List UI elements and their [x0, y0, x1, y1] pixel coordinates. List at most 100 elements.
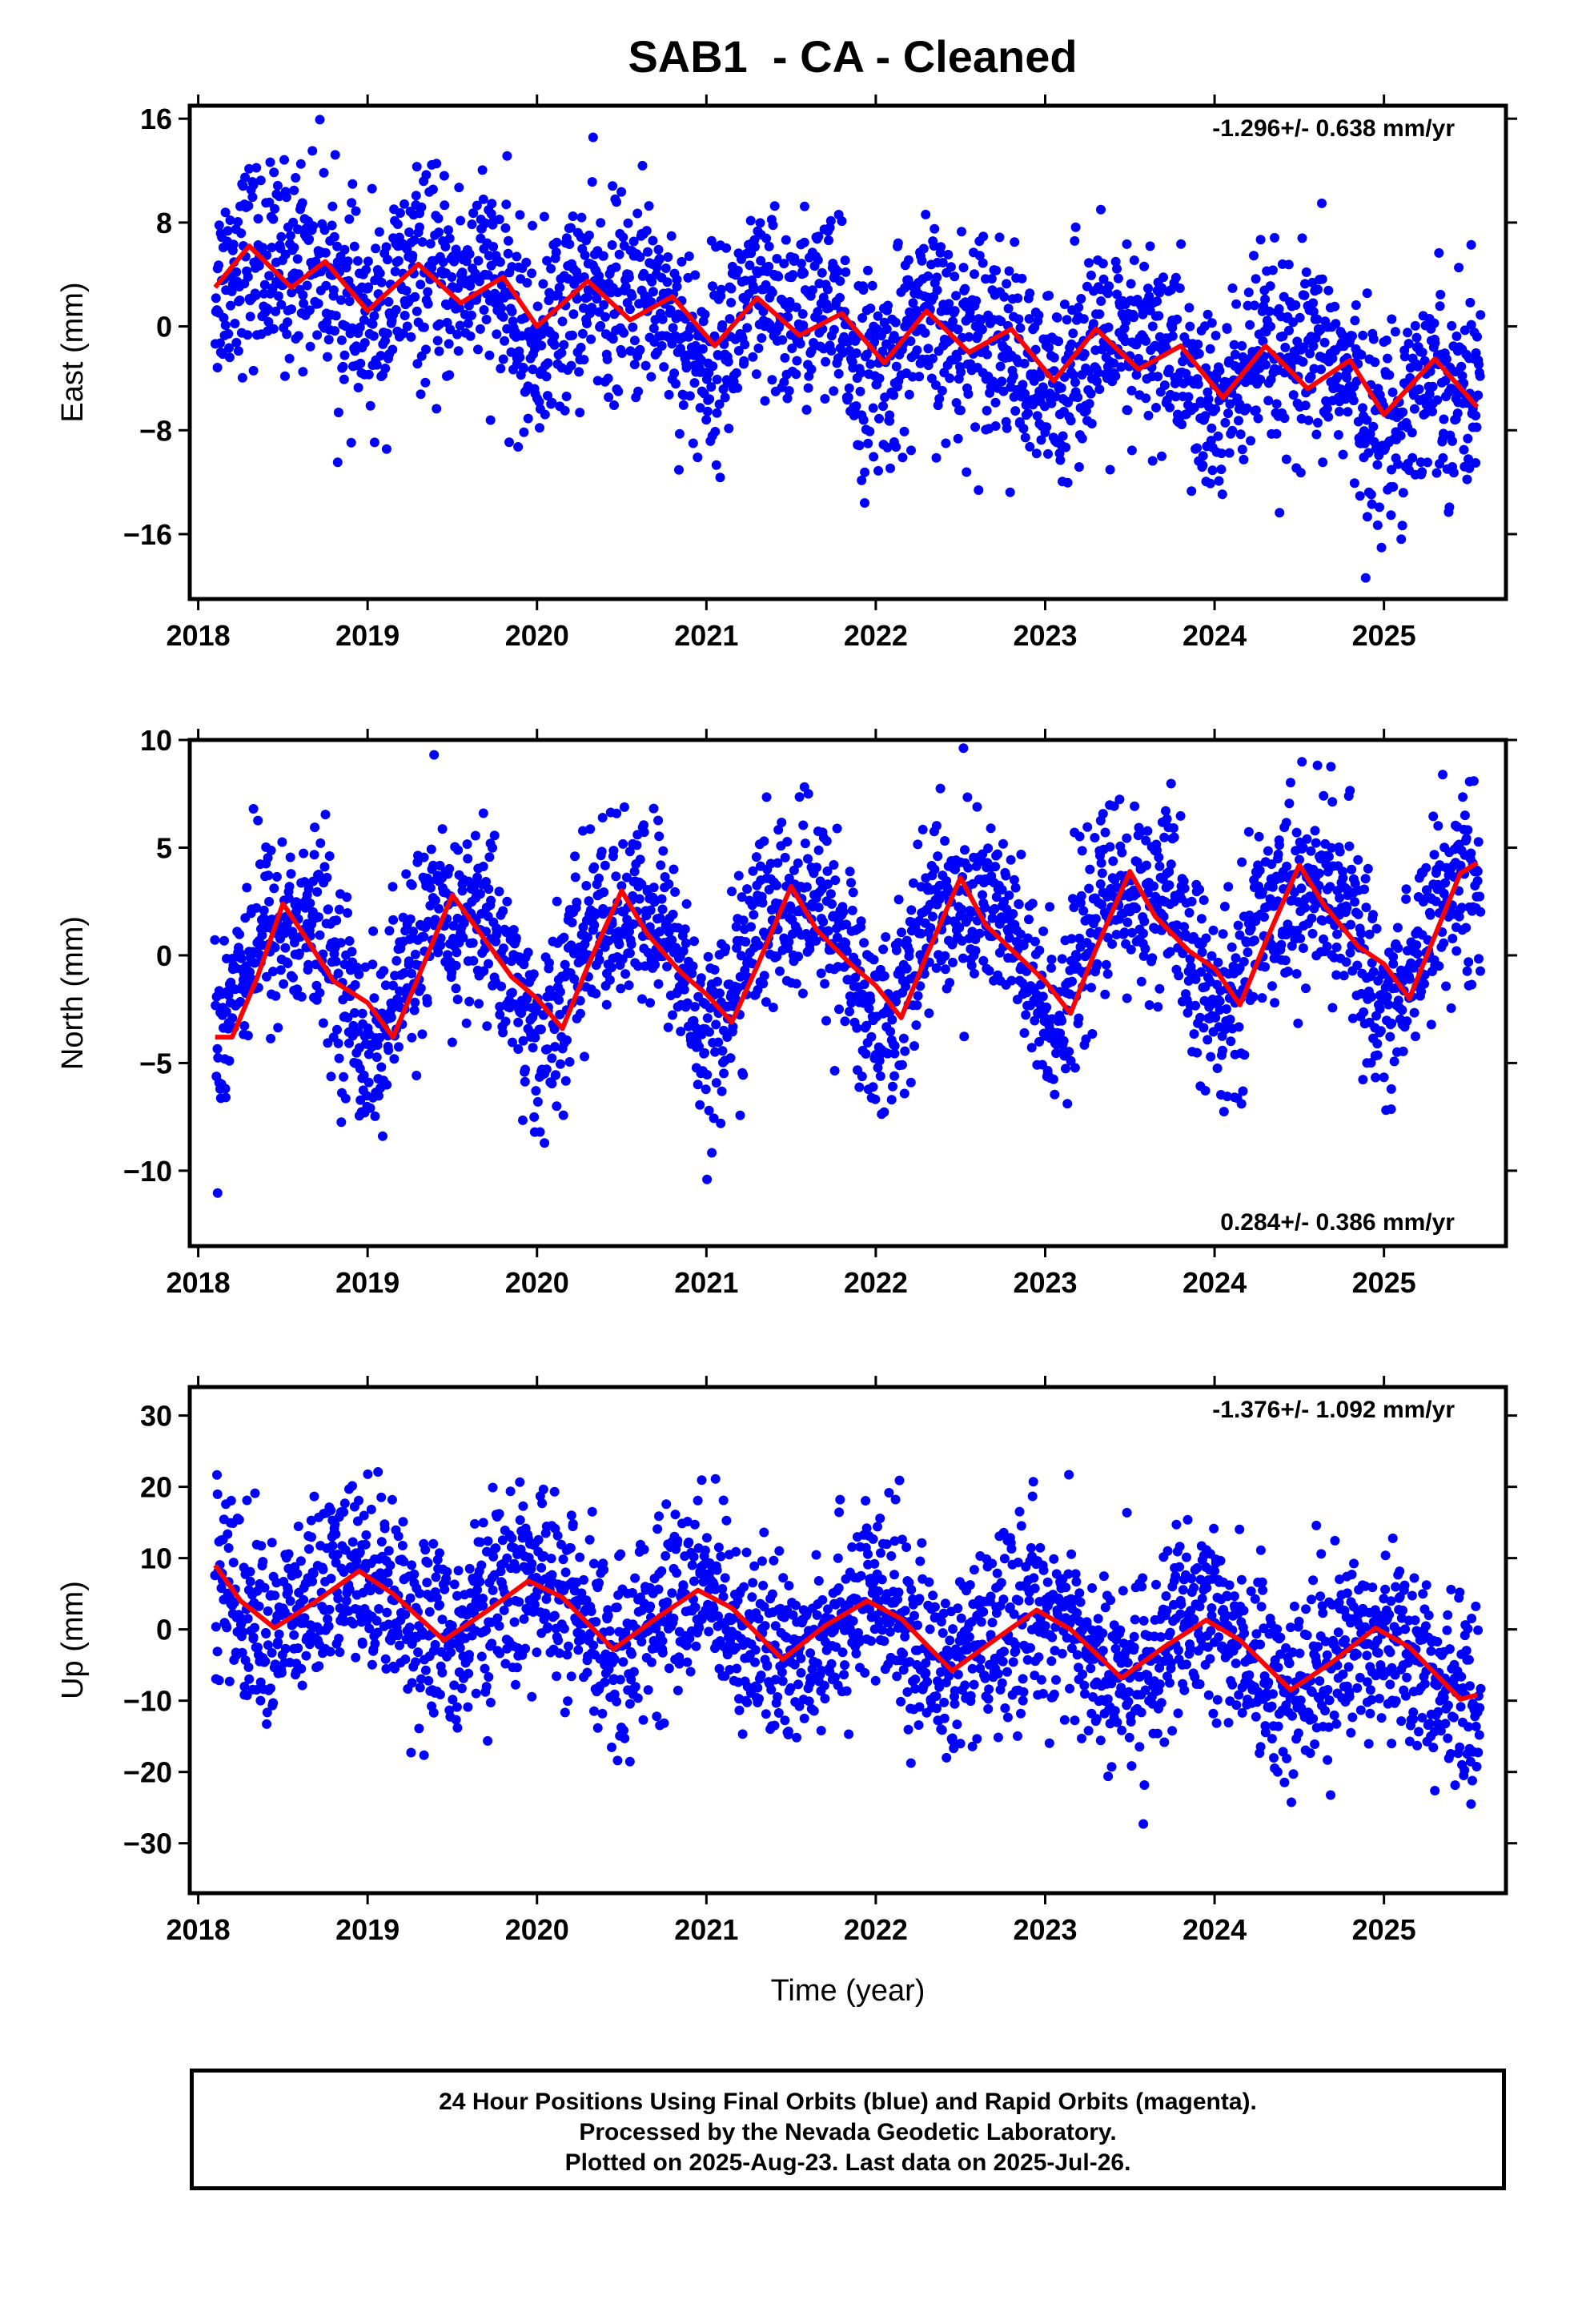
data-point [502, 151, 512, 161]
data-point [495, 887, 504, 896]
data-point [513, 1018, 523, 1027]
data-point [945, 373, 954, 383]
data-point [1460, 810, 1470, 820]
data-point [963, 389, 973, 399]
data-point [1236, 429, 1246, 439]
data-point [242, 883, 251, 892]
data-point [1142, 861, 1151, 870]
data-point [367, 184, 377, 194]
data-point [402, 286, 412, 296]
data-point [267, 243, 277, 252]
data-point [682, 899, 692, 909]
data-point [1246, 436, 1255, 445]
data-point [822, 836, 832, 846]
data-point [416, 203, 426, 212]
data-point [1376, 1026, 1386, 1035]
data-point [1084, 258, 1094, 267]
data-point [1292, 828, 1302, 838]
data-point [329, 285, 339, 295]
data-point [1141, 393, 1150, 403]
data-point [1042, 422, 1051, 432]
data-point [644, 201, 654, 211]
data-point [336, 1117, 346, 1127]
data-point [1114, 274, 1123, 283]
data-point [1131, 903, 1141, 913]
data-point [611, 263, 620, 272]
data-point [792, 356, 801, 366]
plots-canvas: 1680−8−162018 2019 2020 2021 2022 2023 2024 202… [0, 0, 1582, 2324]
data-point [315, 931, 325, 940]
data-point [1008, 909, 1018, 919]
data-point [1350, 478, 1359, 488]
data-point [582, 319, 592, 328]
data-point [951, 291, 961, 300]
data-point [604, 374, 613, 384]
data-point [905, 390, 914, 400]
data-point [1297, 757, 1307, 766]
data-point [838, 907, 848, 917]
data-point [668, 1011, 677, 1020]
data-point [1467, 980, 1476, 990]
data-point [859, 416, 869, 425]
data-point [1391, 327, 1400, 336]
data-point [761, 396, 770, 406]
data-point [1187, 897, 1197, 907]
data-point [1018, 274, 1027, 283]
data-point [970, 969, 979, 979]
data-point [479, 862, 488, 871]
data-point [298, 367, 307, 376]
x-tick-label: 2021 [674, 1266, 738, 1299]
data-point [971, 296, 981, 306]
data-point [1280, 413, 1290, 423]
data-point [383, 255, 392, 264]
data-point [1472, 423, 1482, 432]
data-point [1407, 453, 1417, 463]
data-point [1027, 1043, 1037, 1052]
data-point [508, 988, 517, 998]
data-point [310, 822, 319, 832]
data-point [1025, 442, 1034, 452]
data-point [1281, 955, 1291, 965]
data-point [1355, 491, 1365, 501]
data-point [279, 979, 288, 989]
data-point [536, 341, 546, 351]
data-point [856, 387, 865, 396]
data-point [266, 1034, 275, 1043]
data-point [620, 802, 629, 812]
data-point [1219, 1107, 1229, 1116]
data-point [1263, 846, 1273, 856]
data-point [653, 816, 663, 826]
data-point [717, 320, 727, 330]
data-point [1472, 332, 1482, 342]
data-point [880, 971, 889, 981]
data-point [1002, 424, 1012, 433]
data-point [1254, 414, 1263, 424]
data-point [482, 1021, 492, 1031]
data-point [713, 375, 722, 384]
data-point [1147, 953, 1157, 963]
data-point [1405, 975, 1415, 984]
data-point [946, 262, 956, 271]
data-point [978, 324, 987, 334]
data-point [250, 1623, 259, 1633]
y-tick-label: 0 [156, 311, 172, 344]
data-point [1158, 272, 1168, 282]
data-point [881, 932, 890, 942]
data-point [447, 272, 456, 282]
data-point [635, 895, 644, 904]
data-point [238, 373, 247, 383]
data-point [834, 369, 844, 379]
data-point [1352, 961, 1362, 971]
data-point [369, 332, 379, 341]
data-point [928, 912, 938, 922]
data-point [1367, 490, 1376, 500]
data-point [478, 165, 488, 175]
data-point [746, 922, 756, 931]
data-point [1375, 1004, 1385, 1014]
data-point [1049, 1075, 1058, 1084]
data-point [263, 1606, 273, 1616]
data-point [717, 1087, 727, 1096]
data-point [954, 324, 963, 334]
data-point [1411, 321, 1420, 331]
data-point [258, 1557, 267, 1566]
